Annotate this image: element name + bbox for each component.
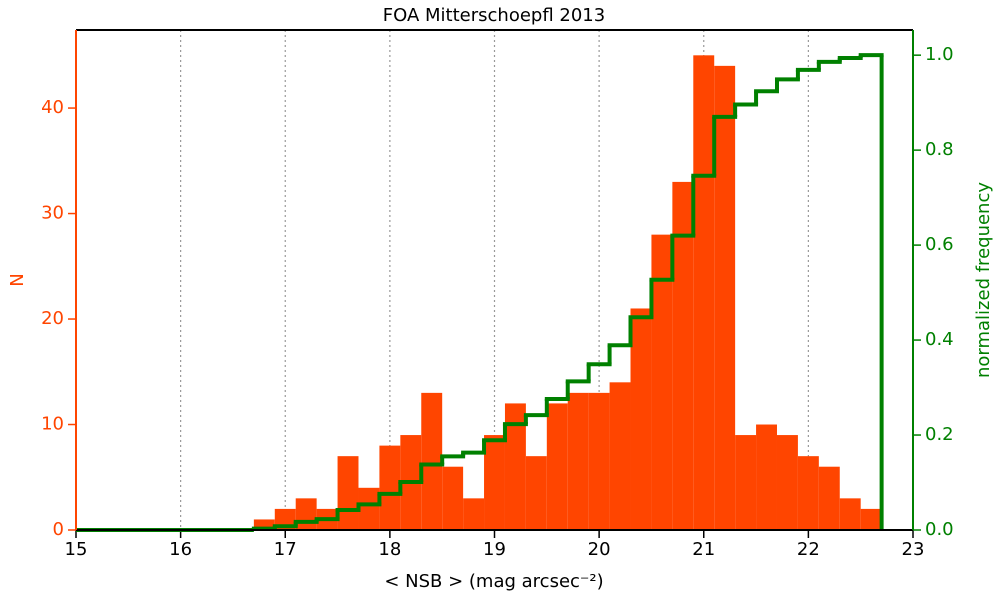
y2-tick-label: 0.4 — [925, 329, 954, 350]
chart-title: FOA Mitterschoepfl 2013 — [383, 5, 605, 26]
y-tick-label: 20 — [41, 308, 64, 329]
x-tick-label: 18 — [378, 539, 401, 560]
y2-tick-label: 0.2 — [925, 424, 954, 445]
bar — [630, 308, 652, 530]
x-tick-label: 22 — [797, 539, 820, 560]
bar — [651, 234, 673, 530]
bar — [546, 403, 568, 530]
x-tick-label: 16 — [169, 539, 192, 560]
bar — [442, 466, 464, 530]
bar — [714, 65, 736, 530]
bar — [525, 456, 547, 530]
bar — [588, 392, 610, 530]
bar — [295, 498, 317, 530]
y-tick-label: 30 — [41, 203, 64, 224]
y2-tick-label: 0.0 — [925, 519, 954, 540]
y-axis-label: N — [7, 273, 28, 286]
bar — [672, 181, 694, 530]
bar — [379, 445, 401, 530]
bar — [421, 392, 443, 530]
y-tick-label: 10 — [41, 414, 64, 435]
bar — [860, 508, 882, 530]
bar — [484, 435, 505, 530]
bar — [253, 519, 275, 530]
bar — [463, 498, 485, 530]
bar — [337, 456, 359, 530]
bar — [776, 435, 798, 530]
x-tick-label: 21 — [692, 539, 715, 560]
bar — [693, 55, 715, 530]
x-axis-label: < NSB > (mag arcsec⁻²) — [384, 571, 603, 592]
bar — [504, 403, 526, 530]
y-tick-label: 40 — [41, 97, 64, 118]
y2-axis-label: normalized frequency — [973, 182, 994, 378]
y2-tick-label: 1.0 — [925, 44, 954, 65]
x-tick-label: 20 — [588, 539, 611, 560]
bar — [839, 498, 861, 530]
x-tick-label: 19 — [483, 539, 506, 560]
bar — [756, 424, 777, 530]
x-tick-label: 17 — [274, 539, 297, 560]
bar — [818, 466, 840, 530]
x-tick-label: 15 — [65, 539, 88, 560]
x-tick-label: 23 — [902, 539, 925, 560]
bar — [358, 487, 380, 530]
y2-tick-label: 0.8 — [925, 139, 954, 160]
y2-tick-label: 0.6 — [925, 234, 954, 255]
y-tick-label: 0 — [53, 519, 64, 540]
bar — [735, 435, 757, 530]
bar — [797, 456, 819, 530]
bar — [609, 382, 631, 530]
bar — [567, 392, 589, 530]
